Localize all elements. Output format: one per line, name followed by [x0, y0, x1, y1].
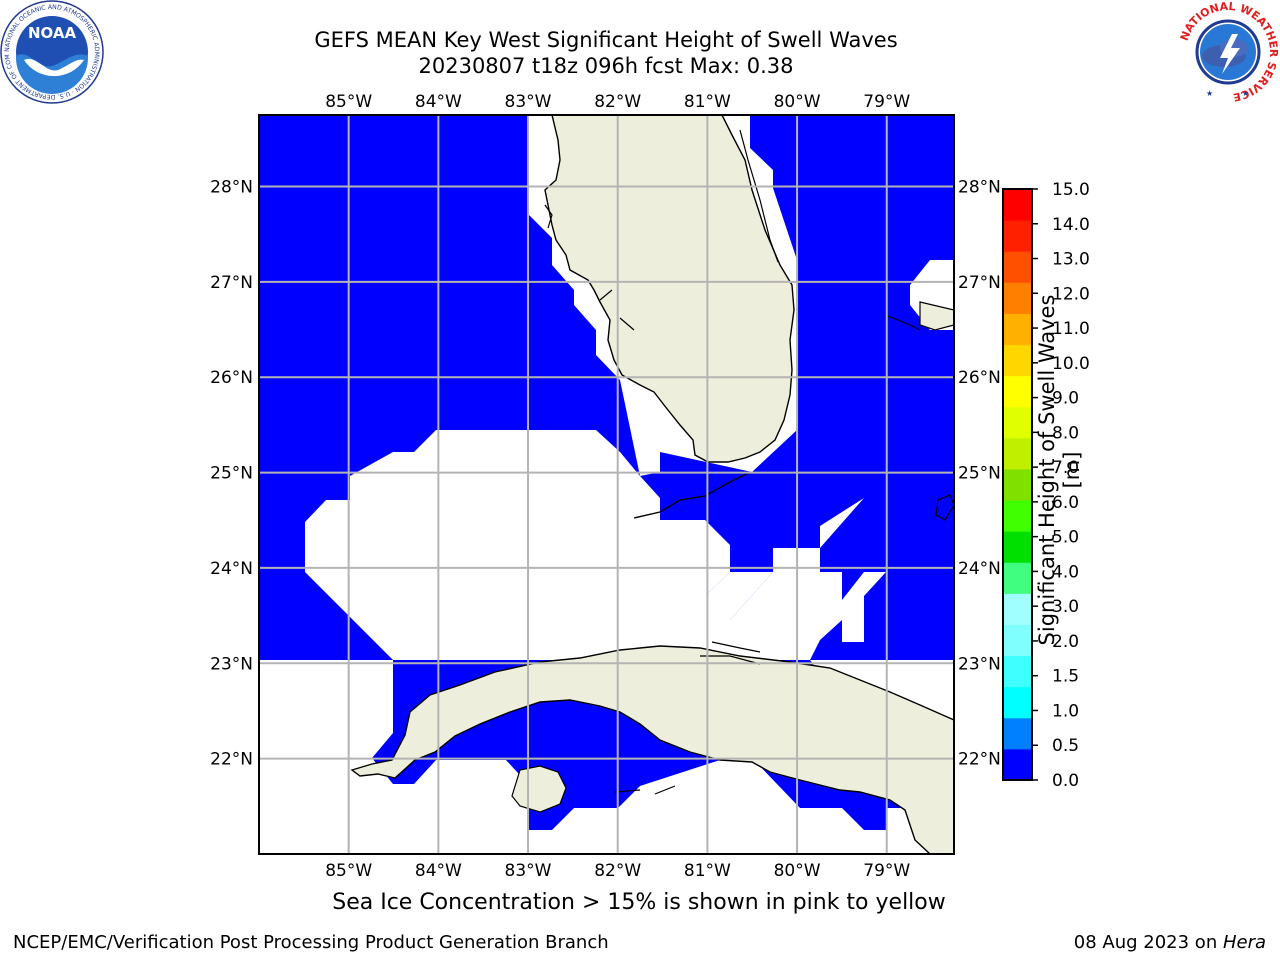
colorbar-segment	[1003, 562, 1032, 594]
noaa-logo: NATIONAL OCEANIC AND ATMOSPHERIC ADMINIS…	[0, 0, 104, 104]
colorbar-tick-label: 4.0	[1052, 562, 1079, 582]
colorbar-segment	[1003, 220, 1032, 252]
lat-tick-label: 26°N	[958, 368, 1001, 388]
colorbar-segment	[1003, 437, 1032, 470]
colorbar-tick-label: 15.0	[1052, 180, 1090, 200]
colorbar-tick-label: 1.5	[1052, 667, 1079, 687]
svg-text:★: ★	[1242, 89, 1249, 98]
map-frame	[258, 114, 955, 855]
colorbar-tick-label: 14.0	[1052, 215, 1090, 235]
keys-outline	[633, 471, 751, 519]
lon-tick-label: 79°W	[863, 92, 910, 112]
noaa-wordmark: NOAA	[28, 24, 77, 42]
colorbar-tick-label: 9.0	[1052, 389, 1079, 409]
lat-tick-label: 22°N	[958, 750, 1001, 770]
colorbar-tick-label: 7.0	[1052, 458, 1079, 478]
lat-ticks-left: 28°N 27°N 26°N 25°N 24°N 23°N 22°N	[210, 178, 253, 770]
isla-juventud-land	[511, 765, 567, 813]
lat-tick-label: 27°N	[958, 273, 1001, 293]
lat-ticks-right: 28°N 27°N 26°N 25°N 24°N 23°N 22°N	[958, 178, 1001, 770]
colorbar-segment	[1003, 282, 1032, 314]
lon-tick-label: 81°W	[684, 861, 731, 881]
lat-tick-label: 22°N	[210, 750, 253, 770]
lon-tick-label: 82°W	[594, 92, 641, 112]
lat-tick-label: 24°N	[210, 559, 253, 579]
andros-land	[935, 494, 954, 521]
no-data-gulf	[259, 430, 954, 854]
colorbar-segment	[1003, 189, 1032, 221]
chart-subtitle: 20230807 t18z 096h fcst Max: 0.38	[418, 54, 794, 78]
lon-ticks-top: 85°W 84°W 83°W 82°W 81°W 80°W 79°W	[325, 92, 910, 112]
lon-tick-label: 83°W	[505, 861, 552, 881]
footer-credit: NCEP/EMC/Verification Post Processing Pr…	[13, 932, 609, 953]
colorbar-tick-label: 10.0	[1052, 354, 1090, 374]
map-area	[259, 115, 954, 854]
colorbar-segment	[1003, 375, 1032, 408]
colorbar	[1002, 188, 1033, 781]
colorbar-tick-label: 1.0	[1052, 701, 1079, 721]
cuba-land	[350, 645, 954, 854]
graticule	[259, 115, 954, 854]
colorbar-segment	[1003, 624, 1032, 657]
colorbar-segment	[1003, 406, 1032, 439]
lat-tick-label: 24°N	[958, 559, 1001, 579]
lon-tick-label: 82°W	[594, 861, 641, 881]
lat-tick-label: 28°N	[958, 178, 1001, 198]
footer-date-text: 08 Aug 2023 on	[1073, 932, 1223, 953]
colorbar-frame	[1002, 188, 1033, 781]
colorbar-tick-label: 6.0	[1052, 493, 1079, 513]
colorbar-segment	[1003, 593, 1032, 625]
colorbar-segment	[1003, 531, 1032, 563]
colorbar-ticks: 0.0 0.5 1.0 1.5 2.0 3.0 4.0 5.0 6.0 7.0 8.0 9.0 10.0…	[1032, 180, 1090, 791]
lon-tick-label: 84°W	[415, 861, 462, 881]
cuba-keys-outline	[614, 641, 761, 795]
lat-tick-label: 27°N	[210, 273, 253, 293]
colorbar-segment	[1003, 748, 1032, 781]
colorbar-segment	[1003, 686, 1032, 719]
lon-ticks-bottom: 85°W 84°W 83°W 82°W 81°W 80°W 79°W	[325, 861, 910, 881]
bahamas-land	[919, 301, 954, 331]
colorbar-segment	[1003, 500, 1032, 532]
lon-tick-label: 79°W	[863, 861, 910, 881]
colorbar-segment	[1003, 313, 1032, 346]
colorbar-tick-label: 12.0	[1052, 284, 1090, 304]
colorbar-tick-label: 8.0	[1052, 423, 1079, 443]
nws-logo: NATIONAL WEATHER SERVICE ★ ★	[1178, 0, 1280, 104]
florida-coast-detail	[544, 129, 921, 331]
lon-tick-label: 85°W	[325, 92, 372, 112]
florida-land	[544, 115, 795, 463]
sea-ice-note: Sea Ice Concentration > 15% is shown in …	[332, 890, 946, 915]
footer-date: 08 Aug 2023 on Hera	[1074, 932, 1266, 953]
colorbar-tick-label: 13.0	[1052, 250, 1090, 270]
lat-tick-label: 23°N	[958, 654, 1001, 674]
colorbar-tick-label: 0.5	[1052, 736, 1079, 756]
lat-tick-label: 25°N	[210, 464, 253, 484]
lon-tick-label: 81°W	[684, 92, 731, 112]
colorbar-segment	[1003, 655, 1032, 688]
lat-tick-label: 23°N	[210, 654, 253, 674]
colorbar-tick-label: 2.0	[1052, 632, 1079, 652]
footer-host: Hera	[1222, 932, 1266, 953]
lon-tick-label: 80°W	[774, 861, 821, 881]
lon-tick-label: 80°W	[774, 92, 821, 112]
lat-tick-label: 25°N	[958, 464, 1001, 484]
colorbar-tick-label: 5.0	[1052, 528, 1079, 548]
colorbar-tick-label: 0.0	[1052, 771, 1079, 791]
svg-text:★: ★	[1206, 89, 1213, 98]
lon-tick-label: 84°W	[415, 92, 462, 112]
lat-tick-label: 28°N	[210, 178, 253, 198]
colorbar-tick-label: 3.0	[1052, 597, 1079, 617]
colorbar-segment	[1003, 251, 1032, 283]
chart-title: GEFS MEAN Key West Significant Height of…	[314, 28, 898, 52]
lon-tick-label: 83°W	[505, 92, 552, 112]
colorbar-segment	[1003, 717, 1032, 750]
colorbar-segment	[1003, 468, 1032, 501]
lon-tick-label: 85°W	[325, 861, 372, 881]
colorbar-label: Significant Height of Swell Waves [m]	[1035, 294, 1084, 646]
lat-tick-label: 26°N	[210, 368, 253, 388]
colorbar-tick-label: 11.0	[1052, 319, 1090, 339]
colorbar-segment	[1003, 344, 1032, 377]
